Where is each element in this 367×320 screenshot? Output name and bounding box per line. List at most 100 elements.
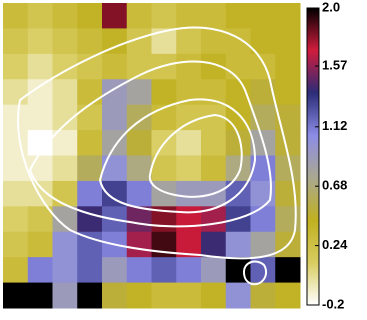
heatmap-cell (126, 130, 152, 156)
heatmap-cell (126, 3, 152, 29)
heatmap-cell (126, 180, 152, 207)
heatmap-cell (102, 104, 128, 131)
colorbar-tick-label: 0.24 (322, 237, 348, 252)
heatmap-cell (225, 282, 251, 309)
contours (17, 26, 297, 286)
colorbar-ticks: 2.0 1.57 1.12 0.68 0.24 -0.2 (315, 0, 348, 311)
heatmap-cell (102, 282, 128, 309)
heatmap-cell (225, 231, 251, 258)
heatmap-cell (225, 53, 251, 80)
heatmap-cell (3, 180, 29, 207)
heatmap-cell (151, 104, 177, 131)
heatmap-cell (176, 28, 202, 55)
heatmap-cell (27, 104, 53, 131)
heatmap (3, 3, 301, 309)
heatmap-cell (102, 257, 128, 284)
contour (17, 26, 297, 260)
heatmap-cell (151, 79, 177, 106)
heatmap-cell (27, 282, 53, 309)
heatmap-cell (126, 104, 152, 131)
heatmap-cell (3, 28, 29, 55)
heatmap-cell (201, 28, 227, 55)
heatmap-cell (126, 282, 152, 309)
colorbar-tick-label: 1.12 (322, 118, 347, 133)
heatmap-cell (201, 231, 227, 258)
heatmap-cell (176, 130, 202, 156)
heatmap-cell (27, 3, 53, 29)
heatmap-cell (102, 155, 128, 182)
heatmap-cell (225, 257, 251, 284)
heatmap-cell (275, 3, 301, 29)
heatmap-cell (275, 79, 301, 106)
heatmap-cell (201, 3, 227, 29)
heatmap-cell (3, 3, 29, 29)
heatmap-cell (151, 28, 177, 55)
heatmap-cell (275, 155, 301, 182)
heatmap-cell (52, 231, 78, 258)
heatmap-cell (250, 206, 276, 233)
heatmap-cell (77, 28, 103, 55)
heatmap-cell (77, 79, 103, 106)
heatmap-cell (52, 155, 78, 182)
heatmap-cell (176, 3, 202, 29)
heatmap-cell (126, 231, 152, 258)
heatmap-cell (151, 257, 177, 284)
heatmap-cell (3, 206, 29, 233)
heatmap-cell (3, 257, 29, 284)
heatmap-cell (201, 130, 227, 156)
heatmap-cell (3, 282, 29, 309)
contour (98, 98, 257, 214)
heatmap-cell (201, 257, 227, 284)
colorbar-tick-label: 0.68 (322, 178, 347, 193)
colorbar-tick-label: 2.0 (322, 0, 340, 14)
heatmap-cell (151, 3, 177, 29)
heatmap-cell (77, 104, 103, 131)
heatmap-cell (52, 180, 78, 207)
heatmap-cell (77, 130, 103, 156)
heatmap-cell (77, 257, 103, 284)
heatmap-cell (27, 53, 53, 80)
heatmap-cell (52, 28, 78, 55)
heatmap-cell (77, 180, 103, 207)
heatmap-cell (126, 206, 152, 233)
heatmap-cell (176, 282, 202, 309)
heatmap-cell (126, 79, 152, 106)
heatmap-cell (3, 104, 29, 131)
heatmap-cell (52, 282, 78, 309)
heatmap-cell (275, 53, 301, 80)
colorbar-tick-label: 1.57 (322, 57, 347, 72)
heatmap-cell (102, 53, 128, 80)
heatmap-cell (27, 180, 53, 207)
heatmap-cell (275, 282, 301, 309)
heatmap-cell (176, 104, 202, 131)
heatmap-cell (3, 53, 29, 80)
heatmap-cell (225, 155, 251, 182)
contour (242, 260, 268, 286)
heatmap-cell (250, 180, 276, 207)
heatmap-cell (225, 28, 251, 55)
heatmap-cell (176, 53, 202, 80)
heatmap-cell (3, 79, 29, 106)
heatmap-cell (126, 155, 152, 182)
heatmap-cell (77, 3, 103, 29)
heatmap-cell (52, 79, 78, 106)
heatmap-cell (27, 257, 53, 284)
heatmap-cell (250, 3, 276, 29)
heatmap-cell (27, 231, 53, 258)
heatmap-cell (77, 282, 103, 309)
heatmap-cell (250, 231, 276, 258)
heatmap-cell (102, 3, 128, 29)
heatmap-cell (52, 3, 78, 29)
heatmap-cell (225, 3, 251, 29)
heatmap-cell (176, 79, 202, 106)
heatmap-cell (201, 282, 227, 309)
heatmap-cell (151, 155, 177, 182)
heatmap-cell (250, 282, 276, 309)
heatmap-cell (176, 206, 202, 233)
heatmap-cell (250, 53, 276, 80)
contour (148, 113, 243, 198)
heatmap-cell (151, 53, 177, 80)
heatmap-cell (176, 180, 202, 207)
colorbar-tick-label: -0.2 (322, 296, 344, 311)
heatmap-cell (3, 130, 29, 156)
